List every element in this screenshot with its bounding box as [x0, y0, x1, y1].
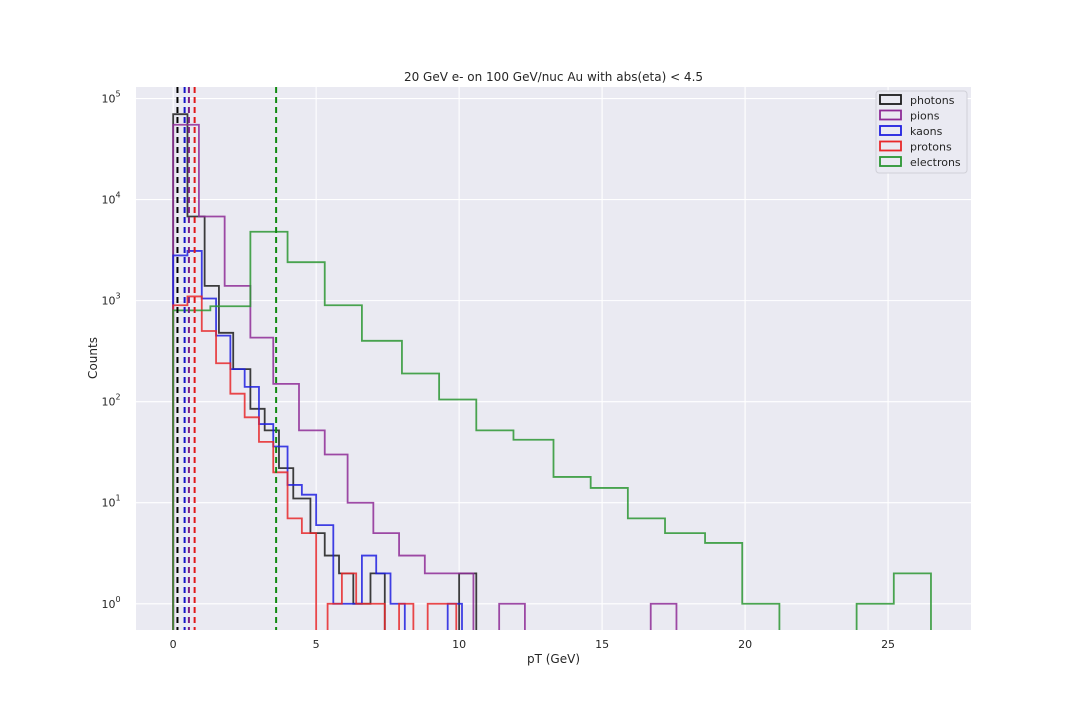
x-tick-label: 5 [313, 638, 320, 651]
legend-box [875, 90, 968, 174]
y-tick-label: 104 [101, 191, 120, 207]
legend-label-protons: protons [910, 141, 952, 154]
mean-lines [176, 87, 278, 630]
x-tick-label: 20 [738, 638, 752, 651]
y-tick-label: 101 [101, 494, 120, 510]
x-tick-label: 15 [595, 638, 609, 651]
y-tick-labels: 100 101 102 103 104 105 [101, 90, 120, 611]
legend-label-photons: photons [910, 94, 955, 107]
plot-area [136, 87, 971, 630]
legend-swatch-pions [879, 109, 902, 121]
y-axis-label: Counts [86, 337, 100, 379]
y-tick-label: 103 [101, 292, 120, 308]
series-protons-histogram [172, 295, 458, 630]
x-tick-label: 0 [170, 638, 177, 651]
series-kaons-histogram [172, 250, 463, 630]
legend-swatch-kaons [879, 125, 902, 136]
legend: photons pions kaons protons electrons [875, 90, 968, 174]
legend-label-kaons: kaons [910, 125, 943, 138]
x-tick-label: 10 [452, 638, 466, 651]
x-tick-labels: 0 5 10 15 20 25 [170, 638, 895, 651]
series-layer [172, 113, 932, 630]
legend-label-electrons: electrons [910, 156, 961, 169]
legend-label-pions: pions [910, 110, 940, 123]
legend-swatch-photons [879, 94, 902, 105]
y-tick-label: 105 [101, 90, 120, 106]
y-tick-label: 100 [101, 595, 120, 611]
series-electrons-histogram [172, 230, 932, 630]
series-photons-histogram [172, 113, 478, 630]
legend-swatch-protons [879, 140, 902, 152]
legend-swatch-electrons [879, 156, 902, 167]
chart-title: 20 GeV e- on 100 GeV/nuc Au with abs(eta… [404, 70, 703, 84]
x-tick-label: 25 [881, 638, 895, 651]
y-tick-label: 102 [101, 393, 120, 409]
x-axis-label: pT (GeV) [527, 652, 580, 666]
